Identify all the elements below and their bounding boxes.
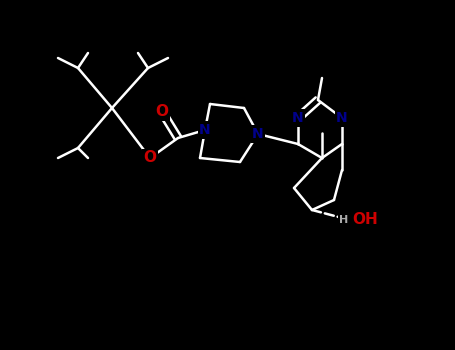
Text: O: O: [156, 105, 168, 119]
Text: N: N: [199, 123, 211, 137]
Text: N: N: [252, 127, 264, 141]
Text: O: O: [143, 150, 157, 166]
Text: N: N: [292, 111, 304, 125]
Text: H: H: [339, 215, 348, 225]
Text: OH: OH: [352, 212, 378, 228]
Text: N: N: [336, 111, 348, 125]
